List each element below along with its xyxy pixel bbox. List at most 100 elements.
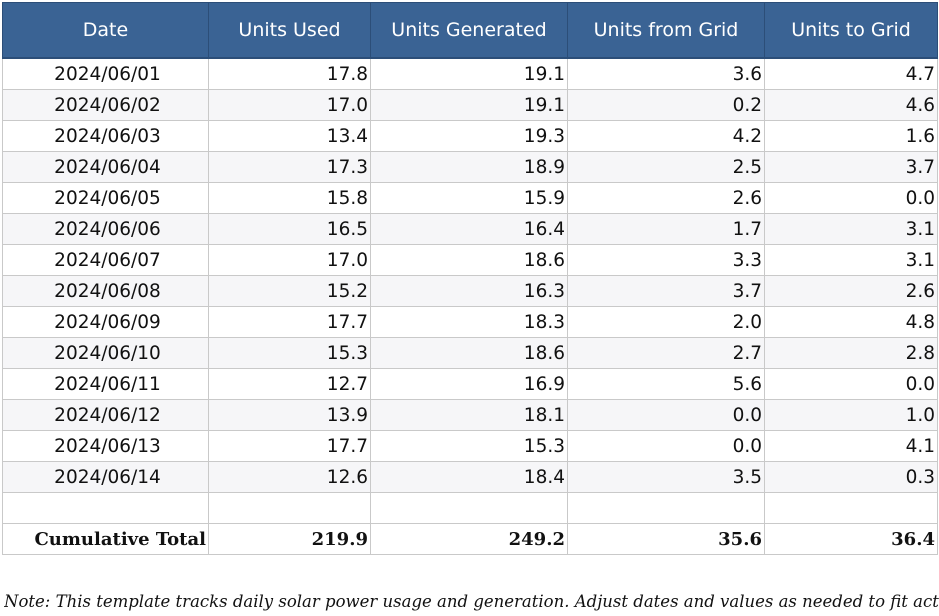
column-header: Units to Grid <box>764 2 938 59</box>
cell: 19.1 <box>370 57 568 90</box>
data-row: 2024/06/09 17.7 18.3 2.0 4.8 <box>2 306 938 338</box>
cell: 18.4 <box>370 461 568 493</box>
cell: 3.1 <box>764 213 938 245</box>
data-row: 2024/06/06 16.5 16.4 1.7 3.1 <box>2 213 938 245</box>
cell: 3.1 <box>764 244 938 276</box>
cell: 18.3 <box>370 306 568 338</box>
cell: 19.3 <box>370 120 568 152</box>
cell: 2.8 <box>764 337 938 369</box>
cell: 4.8 <box>764 306 938 338</box>
cell: 3.7 <box>764 151 938 183</box>
data-row: 2024/06/01 17.8 19.1 3.6 4.7 <box>2 57 938 90</box>
cell: 4.7 <box>764 57 938 90</box>
data-row: 2024/06/04 17.3 18.9 2.5 3.7 <box>2 151 938 183</box>
data-row: 2024/06/07 17.0 18.6 3.3 3.1 <box>2 244 938 276</box>
cell: 2024/06/09 <box>2 306 209 338</box>
cell: 18.9 <box>370 151 568 183</box>
cell: 2024/06/10 <box>2 337 209 369</box>
cell: 0.0 <box>764 368 938 400</box>
column-header: Units Used <box>208 2 371 59</box>
cell: 2024/06/13 <box>2 430 209 462</box>
cell: 17.8 <box>208 57 371 90</box>
cell: 15.3 <box>208 337 371 369</box>
cell: 2024/06/12 <box>2 399 209 431</box>
cell: 17.3 <box>208 151 371 183</box>
column-header: Units Generated <box>370 2 568 59</box>
data-row: 2024/06/10 15.3 18.6 2.7 2.8 <box>2 337 938 369</box>
cell: 0.0 <box>567 399 765 431</box>
blank-cell <box>370 492 568 524</box>
cell: 2.6 <box>764 275 938 307</box>
cell: 1.6 <box>764 120 938 152</box>
cell: 15.3 <box>370 430 568 462</box>
blank-cell <box>2 492 209 524</box>
data-row: 2024/06/05 15.8 15.9 2.6 0.0 <box>2 182 938 214</box>
data-row: 2024/06/02 17.0 19.1 0.2 4.6 <box>2 89 938 121</box>
cell: 4.1 <box>764 430 938 462</box>
cell: 3.3 <box>567 244 765 276</box>
blank-cell <box>764 492 938 524</box>
cell: 17.7 <box>208 306 371 338</box>
total-cell: 35.6 <box>567 523 765 555</box>
header-row: Date Units Used Units Generated Units from … <box>2 2 938 59</box>
cell: 2024/06/04 <box>2 151 209 183</box>
cell: 16.5 <box>208 213 371 245</box>
cell: 0.0 <box>567 430 765 462</box>
total-cell: 36.4 <box>764 523 938 555</box>
cell: 2024/06/14 <box>2 461 209 493</box>
cell: 15.8 <box>208 182 371 214</box>
cell: 0.3 <box>764 461 938 493</box>
cell: 18.6 <box>370 244 568 276</box>
cell: 1.7 <box>567 213 765 245</box>
cell: 2.7 <box>567 337 765 369</box>
data-row: 2024/06/12 13.9 18.1 0.0 1.0 <box>2 399 938 431</box>
cell: 4.2 <box>567 120 765 152</box>
total-cell: 219.9 <box>208 523 371 555</box>
cell: 0.2 <box>567 89 765 121</box>
column-header: Units from Grid <box>567 2 765 59</box>
cell: 16.3 <box>370 275 568 307</box>
cell: 16.9 <box>370 368 568 400</box>
cell: 2024/06/02 <box>2 89 209 121</box>
cell: 2024/06/03 <box>2 120 209 152</box>
cell: 13.4 <box>208 120 371 152</box>
data-table: Date Units Used Units Generated Units from … <box>2 2 938 555</box>
cell: 16.4 <box>370 213 568 245</box>
cell: 17.7 <box>208 430 371 462</box>
cell: 13.9 <box>208 399 371 431</box>
cell: 1.0 <box>764 399 938 431</box>
column-header: Date <box>2 2 209 59</box>
cell: 18.1 <box>370 399 568 431</box>
cell: 5.6 <box>567 368 765 400</box>
total-cell: 249.2 <box>370 523 568 555</box>
cell: 2024/06/01 <box>2 57 209 90</box>
total-cell: Cumulative Total <box>2 523 209 555</box>
cell: 4.6 <box>764 89 938 121</box>
data-row: 2024/06/03 13.4 19.3 4.2 1.6 <box>2 120 938 152</box>
cell: 15.2 <box>208 275 371 307</box>
cell: 19.1 <box>370 89 568 121</box>
cell: 2.6 <box>567 182 765 214</box>
cell: 3.6 <box>567 57 765 90</box>
cell: 18.6 <box>370 337 568 369</box>
blank-row <box>2 492 938 524</box>
cell: 2024/06/07 <box>2 244 209 276</box>
cell: 12.7 <box>208 368 371 400</box>
data-row: 2024/06/08 15.2 16.3 3.7 2.6 <box>2 275 938 307</box>
total-row: Cumulative Total 219.9 249.2 35.6 36.4 <box>2 523 938 555</box>
cell: 2.0 <box>567 306 765 338</box>
cell: 2024/06/05 <box>2 182 209 214</box>
data-row: 2024/06/14 12.6 18.4 3.5 0.3 <box>2 461 938 493</box>
cell: 2024/06/08 <box>2 275 209 307</box>
cell: 2024/06/06 <box>2 213 209 245</box>
data-row: 2024/06/13 17.7 15.3 0.0 4.1 <box>2 430 938 462</box>
data-row: 2024/06/11 12.7 16.9 5.6 0.0 <box>2 368 938 400</box>
cell: 17.0 <box>208 244 371 276</box>
cell: 2.5 <box>567 151 765 183</box>
blank-cell <box>567 492 765 524</box>
cell: 15.9 <box>370 182 568 214</box>
cell: 2024/06/11 <box>2 368 209 400</box>
cell: 3.5 <box>567 461 765 493</box>
note: Note: This template tracks daily solar p… <box>4 592 939 611</box>
